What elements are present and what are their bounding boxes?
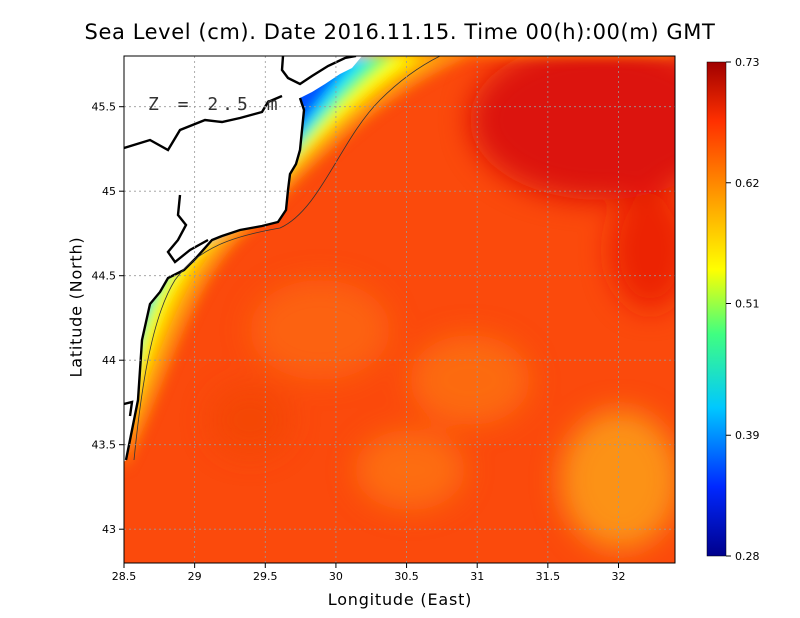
y-tick-label: 43 <box>102 523 116 536</box>
colorbar-tick-label: 0.73 <box>735 56 760 69</box>
contour-line <box>133 56 441 461</box>
sea-level-field <box>124 56 675 563</box>
x-tick-label: 30 <box>329 570 343 583</box>
grid-lines <box>124 56 675 563</box>
x-tick-label: 28.5 <box>112 570 137 583</box>
depth-annotation: Z = 2.5 m <box>148 94 282 115</box>
x-tick-label: 32 <box>611 570 625 583</box>
colorbar-tick-label: 0.28 <box>735 550 760 563</box>
x-tick-label: 29 <box>188 570 202 583</box>
colorbar <box>706 61 727 557</box>
x-tick-label: 30.5 <box>394 570 419 583</box>
x-tick-label: 31 <box>470 570 484 583</box>
x-axis-label: Longitude (East) <box>327 590 473 609</box>
x-tick-label: 29.5 <box>253 570 278 583</box>
y-tick-label: 43.5 <box>92 439 117 452</box>
y-axis-ticks: 43 43.5 44 44.5 45 45.5 <box>92 101 124 536</box>
colorbar-ticks: 0.28 0.39 0.51 0.62 0.73 <box>726 56 760 563</box>
colorbar-tick-label: 0.62 <box>735 177 760 190</box>
plot-frame <box>123 55 676 564</box>
x-tick-label: 31.5 <box>536 570 561 583</box>
colorbar-tick-label: 0.51 <box>735 298 760 311</box>
chart-title: Sea Level (cm). Date 2016.11.15. Time 00… <box>84 20 716 44</box>
coastline <box>124 56 357 461</box>
colorbar-tick-label: 0.39 <box>735 429 760 442</box>
y-tick-label: 44.5 <box>92 270 117 283</box>
y-tick-label: 44 <box>102 354 116 367</box>
y-tick-label: 45 <box>102 185 116 198</box>
land-mask <box>124 56 362 462</box>
x-axis-ticks: 28.5 29 29.5 30 30.5 31 31.5 32 <box>112 563 625 583</box>
y-tick-label: 45.5 <box>92 101 117 114</box>
